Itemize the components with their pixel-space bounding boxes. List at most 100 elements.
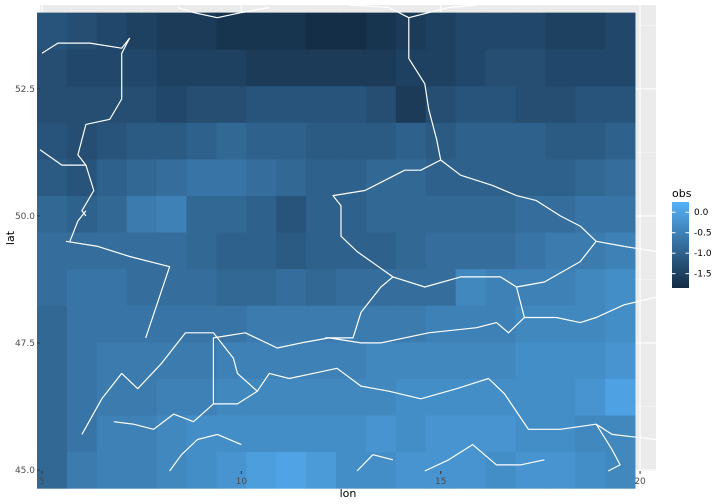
heatmap-tile: [395, 232, 427, 270]
heatmap-tile: [365, 378, 397, 416]
country-boundary-line: [77, 37, 131, 217]
heatmap-tile: [575, 232, 606, 270]
heatmap-tile: [276, 305, 307, 343]
heatmap-tile: [515, 232, 546, 270]
heatmap-tile: [216, 12, 247, 50]
heatmap-tile: [156, 341, 187, 379]
country-boundary-line: [65, 240, 171, 339]
heatmap-tile: [605, 341, 636, 379]
heatmap-tile: [485, 341, 516, 379]
heatmap-tile: [365, 195, 397, 233]
heatmap-tile: [485, 49, 516, 87]
heatmap-tile: [425, 12, 457, 50]
heatmap-tile: [96, 12, 128, 50]
heatmap-tile: [515, 451, 546, 489]
heatmap-tile: [515, 49, 546, 87]
heatmap-tile: [216, 268, 247, 306]
heatmap-tile: [485, 195, 516, 233]
heatmap-tile: [186, 305, 217, 343]
heatmap-tile: [126, 158, 158, 196]
heatmap-tile: [365, 12, 397, 50]
heatmap-tile: [545, 195, 576, 233]
heatmap-tile: [605, 232, 636, 270]
heatmap-tile: [515, 305, 546, 343]
legend-tick-label: 0.0: [694, 208, 709, 218]
heatmap-tile: [216, 451, 247, 489]
y-tick-label: 45.0: [15, 466, 35, 476]
heatmap-tile: [66, 305, 98, 343]
heatmap-tile: [66, 451, 98, 489]
heatmap-tile: [336, 158, 367, 196]
heatmap-tile: [336, 12, 367, 50]
heatmap-tile: [485, 232, 516, 270]
heatmap-tile: [216, 232, 247, 270]
heatmap-tile: [276, 122, 307, 160]
heatmap-tile: [455, 49, 486, 87]
heatmap-tile: [306, 415, 337, 453]
heatmap-tile: [186, 49, 217, 87]
heatmap-tile: [306, 378, 337, 416]
heatmap-tile: [575, 49, 606, 87]
heatmap-tile: [246, 122, 277, 160]
heatmap-tile: [276, 451, 307, 489]
heatmap-tile: [156, 232, 187, 270]
heatmap-tile: [575, 12, 606, 50]
country-boundary-line: [212, 296, 657, 404]
heatmap-tile: [485, 12, 516, 50]
heatmap-tile: [545, 415, 576, 453]
heatmap-tile: [66, 49, 98, 87]
heatmap-tile: [336, 49, 367, 87]
heatmap-tile: [575, 85, 606, 123]
heatmap-tile: [96, 158, 128, 196]
heatmap-tile: [276, 341, 307, 379]
heatmap-tile: [156, 451, 187, 489]
heatmap-tile: [37, 12, 68, 50]
heatmap-tile: [126, 49, 158, 87]
heatmap-tile: [306, 305, 337, 343]
country-boundary-line: [177, 6, 270, 19]
heatmap-tile: [306, 195, 337, 233]
heatmap-tile: [605, 12, 636, 50]
heatmap-tile: [515, 378, 546, 416]
heatmap-tile: [216, 158, 247, 196]
heatmap-tile: [365, 122, 397, 160]
heatmap-tile: [96, 195, 128, 233]
country-boundary-line: [41, 37, 131, 54]
heatmap-tile: [545, 268, 576, 306]
heatmap-tile: [365, 415, 397, 453]
heatmap-tiles: [37, 12, 636, 489]
heatmap-tile: [336, 268, 367, 306]
heatmap-tile: [186, 451, 217, 489]
heatmap-tile: [96, 341, 128, 379]
country-boundary-line: [348, 4, 477, 19]
x-tick-label: 5: [39, 477, 45, 487]
heatmap-tile: [515, 195, 546, 233]
heatmap-tile: [485, 122, 516, 160]
heatmap-tile: [37, 305, 68, 343]
heatmap-tile: [336, 85, 367, 123]
heatmap-tile: [605, 378, 636, 416]
heatmap-tile: [37, 268, 68, 306]
heatmap-tile: [515, 341, 546, 379]
heatmap-tile: [186, 195, 217, 233]
legend-tick-label: -1.5: [694, 270, 712, 280]
heatmap-tile: [246, 341, 277, 379]
country-boundary-line: [39, 149, 86, 166]
heatmap-tile: [365, 341, 397, 379]
heatmap-tile: [246, 195, 277, 233]
heatmap-tile: [156, 268, 187, 306]
heatmap-tile: [126, 85, 158, 123]
heatmap-tile: [485, 268, 516, 306]
heatmap-tile: [246, 49, 277, 87]
heatmap-tile: [425, 305, 457, 343]
heatmap-tile: [425, 122, 457, 160]
heatmap-tile: [485, 451, 516, 489]
heatmap-tile: [545, 12, 576, 50]
heatmap-tile: [96, 122, 128, 160]
heatmap-tile: [96, 268, 128, 306]
country-boundary-line: [81, 332, 258, 435]
heatmap-tile: [365, 232, 397, 270]
heatmap-tile: [186, 232, 217, 270]
heatmap-tile: [246, 85, 277, 123]
heatmap-tile: [156, 85, 187, 123]
